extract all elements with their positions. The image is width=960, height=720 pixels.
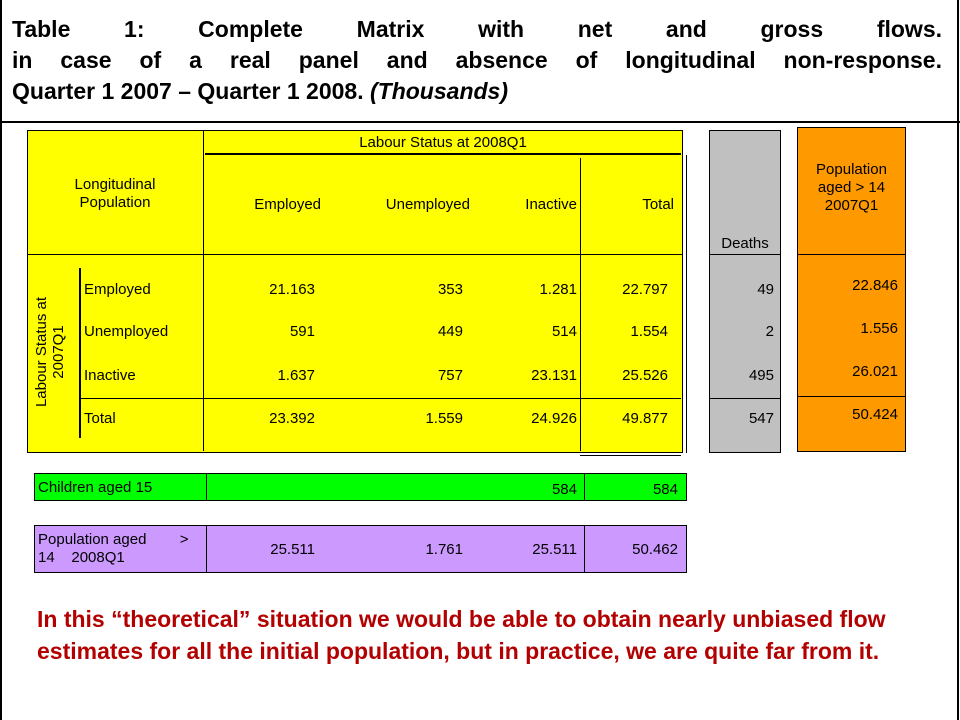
population-2008-value: 50.462 [632, 541, 678, 558]
cell: 25.526 [622, 367, 668, 384]
frame-title-rule [0, 121, 960, 123]
col-header-inactive: Inactive [525, 196, 577, 213]
population-2008-label-rule [206, 525, 207, 573]
population-2007-value: 1.556 [860, 320, 898, 337]
cell: 23.131 [531, 367, 577, 384]
cell: 49.877 [622, 410, 668, 427]
population-2007-header-rule [797, 254, 906, 255]
cell: 1.559 [425, 410, 463, 427]
deaths-column [709, 130, 781, 453]
cell: 21.163 [269, 281, 315, 298]
row-label: Employed [84, 281, 151, 298]
col-header-unemployed: Unemployed [385, 196, 470, 213]
matrix-total-col-rule [580, 158, 581, 451]
deaths-value: 495 [748, 367, 774, 384]
deaths-header: Deaths [721, 235, 769, 252]
cell: 449 [437, 323, 463, 340]
row-label: Total [84, 410, 116, 427]
population-2008-total-rule [584, 525, 585, 573]
matrix-rowhead-rule [203, 130, 204, 451]
cell: 514 [551, 323, 577, 340]
population-2007-total-rule [797, 396, 906, 397]
flow-matrix [27, 130, 683, 453]
matrix-bottom-rule [580, 455, 681, 456]
population-2007-value: 26.021 [852, 363, 898, 380]
population-2007-column [797, 127, 906, 452]
population-2008-label: Population aged > 14 2008Q1 [38, 531, 189, 566]
conclusion-note: In this “theoretical” situation we would… [37, 606, 886, 664]
cell: 591 [289, 323, 315, 340]
population-2008-value: 25.511 [270, 541, 315, 558]
population-2008-value: 25.511 [532, 541, 577, 558]
row-label: Unemployed [84, 323, 169, 340]
title-line-3: Quarter 1 2007 – Quarter 1 2008. [12, 78, 364, 104]
population-2007-value: 50.424 [852, 406, 898, 423]
deaths-value: 2 [765, 323, 774, 340]
children-label-rule [206, 473, 207, 501]
deaths-value: 547 [748, 410, 774, 427]
matrix-right-rule [686, 155, 687, 453]
children-value: 584 [551, 481, 577, 498]
cell: 1.281 [539, 281, 577, 298]
cell: 1.637 [277, 367, 315, 384]
matrix-group-header-rule [205, 153, 681, 155]
deaths-total-rule [709, 398, 781, 399]
children-label: Children aged 15 [38, 479, 153, 496]
frame-left [0, 0, 2, 720]
matrix-corner-label: Longitudinal Population [74, 176, 156, 211]
population-2008-value: 1.761 [425, 541, 463, 558]
children-total-rule [584, 473, 585, 501]
population-2007-header: Population aged > 14 2007Q1 [816, 161, 887, 214]
deaths-header-rule [709, 254, 781, 255]
cell: 1.554 [630, 323, 668, 340]
cell: 757 [437, 367, 463, 384]
matrix-total-rule [80, 398, 681, 399]
frame-right [957, 0, 959, 720]
row-label: Inactive [84, 367, 136, 384]
matrix-header-rule [27, 254, 683, 255]
cell: 22.797 [622, 281, 668, 298]
population-2007-value: 22.846 [852, 277, 898, 294]
deaths-value: 49 [757, 281, 774, 298]
matrix-group-header: Labour Status at 2008Q1 [359, 134, 527, 151]
children-total: 584 [652, 481, 678, 498]
title-line-2: in case of a real panel and absence of l… [12, 47, 942, 73]
col-header-employed: Employed [254, 196, 321, 213]
title-units: (Thousands) [370, 78, 508, 104]
col-header-total: Total [642, 196, 674, 213]
slide-title: Table 1: Complete Matrix with net and gr… [12, 14, 942, 107]
row-axis-label: Labour Status at 2007Q1 [33, 296, 67, 408]
children-row [34, 473, 687, 501]
cell: 23.392 [269, 410, 315, 427]
population-2008-row [34, 525, 687, 573]
matrix-axis-rule [79, 268, 81, 438]
cell: 353 [437, 281, 463, 298]
cell: 24.926 [531, 410, 577, 427]
title-line-1: Table 1: Complete Matrix with net and gr… [12, 16, 942, 42]
